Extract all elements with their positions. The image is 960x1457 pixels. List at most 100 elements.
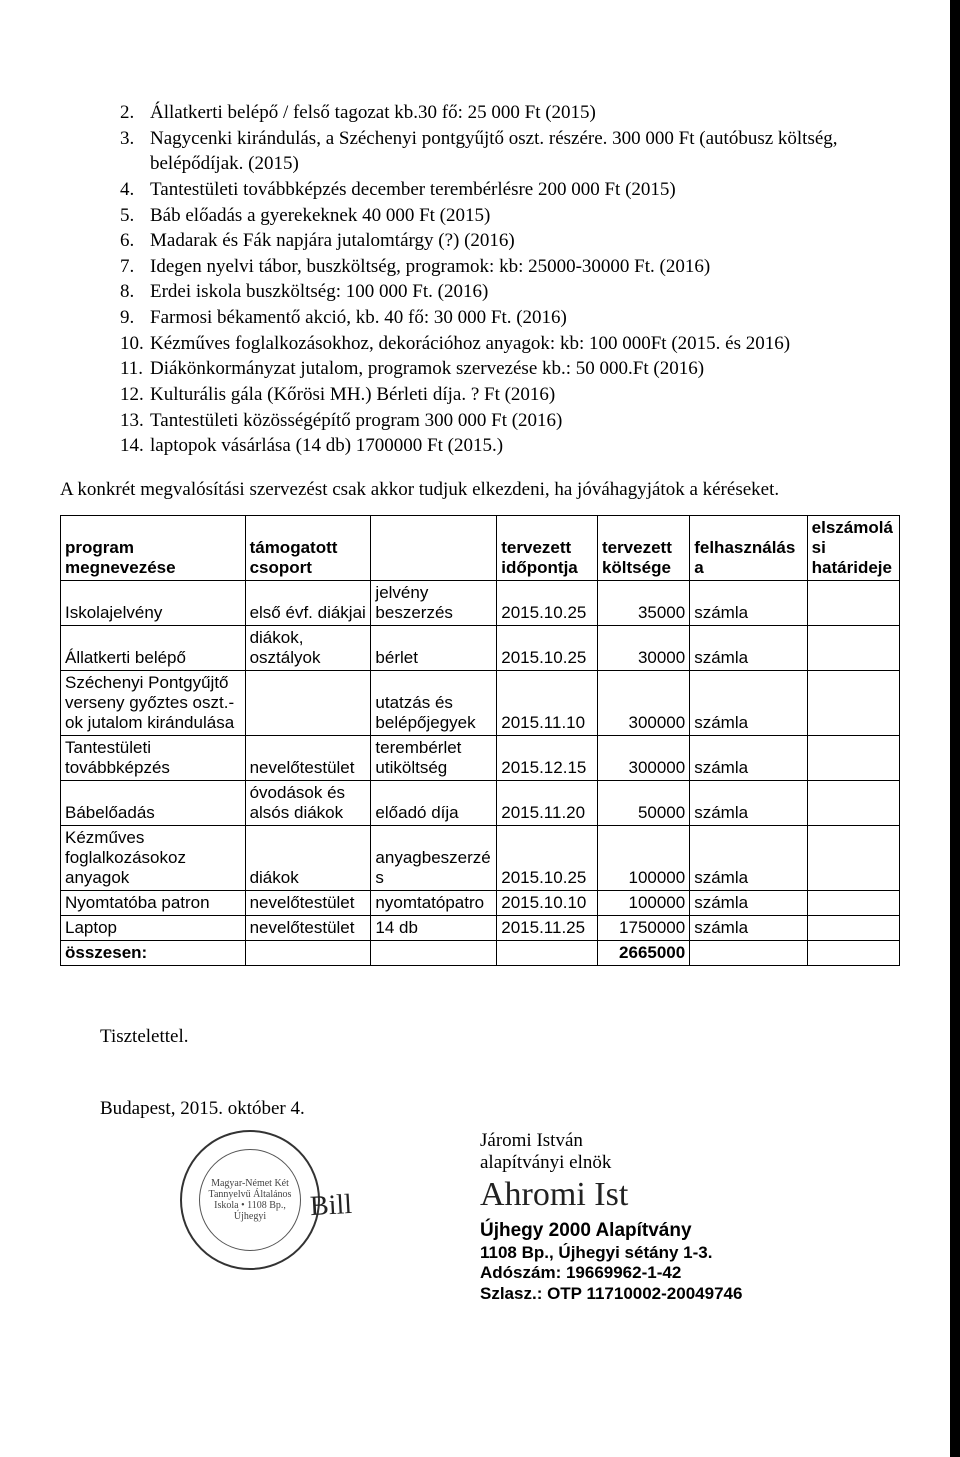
table-cell: Iskolajelvény (61, 580, 246, 625)
org-line-0: Újhegy 2000 Alapítvány (480, 1220, 900, 1243)
table-row: Tantestületi továbbképzésnevelőtestülett… (61, 735, 900, 780)
table-cell: Állatkerti belépő (61, 625, 246, 670)
list-item-text: Nagycenki kirándulás, a Széchenyi pontgy… (150, 126, 900, 177)
table-cell: 2015.10.25 (497, 580, 598, 625)
table-cell (807, 780, 899, 825)
list-item-number: 8. (120, 279, 150, 305)
table-cell: 2015.12.15 (497, 735, 598, 780)
list-item: 6.Madarak és Fák napjára jutalomtárgy (?… (120, 228, 900, 254)
list-item: 10.Kézműves foglalkozásokhoz, dekorációh… (120, 331, 900, 357)
table-cell: nevelőtestület (245, 735, 371, 780)
table-cell: anyagbeszerzés (371, 825, 497, 890)
list-item: 11.Diákönkormányzat jutalom, programok s… (120, 356, 900, 382)
stamp-text: Magyar-Német Két Tannyelvű Általános Isk… (200, 1178, 300, 1222)
table-cell: Nyomtatóba patron (61, 890, 246, 915)
table-body: Iskolajelvényelső évf. diákjaijelvény be… (61, 580, 900, 965)
table-cell: számla (690, 580, 807, 625)
list-item-number: 14. (120, 433, 150, 459)
table-cell: 2015.11.20 (497, 780, 598, 825)
org-line-2: Adószám: 19669962-1-42 (480, 1263, 900, 1283)
table-cell: 100000 (597, 825, 689, 890)
table-row: Nyomtatóba patronnevelőtestületnyomtatóp… (61, 890, 900, 915)
paragraph: A konkrét megvalósítási szervezést csak … (60, 479, 900, 501)
stamp-inner: Magyar-Német Két Tannyelvű Általános Isk… (199, 1149, 301, 1251)
list-item-number: 12. (120, 382, 150, 408)
list-item-number: 13. (120, 408, 150, 434)
table-cell: óvodások és alsós diákok (245, 780, 371, 825)
table-header-cell: felhasználása (690, 515, 807, 580)
table-cell: számla (690, 670, 807, 735)
table-cell: 1750000 (597, 915, 689, 940)
table-cell: előadó díja (371, 780, 497, 825)
list-item-text: Tantestületi továbbképzés december terem… (150, 177, 900, 203)
list-item-number: 10. (120, 331, 150, 357)
list-item: 7.Idegen nyelvi tábor, buszköltség, prog… (120, 254, 900, 280)
list-item-number: 6. (120, 228, 150, 254)
table-cell (371, 940, 497, 965)
table-cell: diákok, osztályok (245, 625, 371, 670)
list-item-text: Erdei iskola buszköltség: 100 000 Ft. (2… (150, 279, 900, 305)
table-row: összesen:2665000 (61, 940, 900, 965)
signer-role: alapítványi elnök (480, 1152, 900, 1174)
table-cell (807, 940, 899, 965)
table-cell: 300000 (597, 735, 689, 780)
table-row: Állatkerti belépődiákok, osztályokbérlet… (61, 625, 900, 670)
table-cell: számla (690, 915, 807, 940)
list-item-number: 5. (120, 203, 150, 229)
list-item-text: Madarak és Fák napjára jutalomtárgy (?) … (150, 228, 900, 254)
scan-edge-shadow (950, 0, 960, 1457)
table-row: Laptopnevelőtestület14 db2015.11.2517500… (61, 915, 900, 940)
budget-table: program megnevezésetámogatott csoportter… (60, 515, 900, 966)
table-header-cell: program megnevezése (61, 515, 246, 580)
table-cell: számla (690, 735, 807, 780)
table-cell: összesen: (61, 940, 246, 965)
list-item-number: 2. (120, 100, 150, 126)
table-cell: 2015.10.10 (497, 890, 598, 915)
table-cell: 30000 (597, 625, 689, 670)
list-item: 14.laptopok vásárlása (14 db) 1700000 Ft… (120, 433, 900, 459)
table-cell (807, 735, 899, 780)
table-cell (690, 940, 807, 965)
table-cell (807, 915, 899, 940)
table-cell (245, 670, 371, 735)
org-line-1: 1108 Bp., Újhegyi sétány 1-3. (480, 1243, 900, 1263)
table-cell: bérlet (371, 625, 497, 670)
list-item-number: 11. (120, 356, 150, 382)
list-item-text: Kulturális gála (Kőrösi MH.) Bérleti díj… (150, 382, 900, 408)
table-cell: Széchenyi Pontgyűjtő verseny győztes osz… (61, 670, 246, 735)
table-cell (807, 890, 899, 915)
table-cell: 2015.11.10 (497, 670, 598, 735)
table-cell: nevelőtestület (245, 915, 371, 940)
stamp-column: Magyar-Német Két Tannyelvű Általános Isk… (60, 1130, 480, 1290)
table-cell: számla (690, 825, 807, 890)
signature-scribble-left: Bill (309, 1189, 353, 1223)
list-item-text: laptopok vásárlása (14 db) 1700000 Ft (2… (150, 433, 900, 459)
table-cell: Tantestületi továbbképzés (61, 735, 246, 780)
signer-name: Járomi István (480, 1130, 900, 1152)
signature-scribble-right: Ahromi Ist (480, 1176, 900, 1214)
list-item-text: Farmosi békamentő akció, kb. 40 fő: 30 0… (150, 305, 900, 331)
table-cell: Bábelőadás (61, 780, 246, 825)
table-cell (497, 940, 598, 965)
table-cell (807, 670, 899, 735)
table-cell: diákok (245, 825, 371, 890)
table-cell: Kézműves foglalkozásokoz anyagok (61, 825, 246, 890)
table-header-cell: tervezett időpontja (497, 515, 598, 580)
table-cell: 50000 (597, 780, 689, 825)
table-cell: 35000 (597, 580, 689, 625)
table-row: Széchenyi Pontgyűjtő verseny győztes osz… (61, 670, 900, 735)
table-cell: jelvény beszerzés (371, 580, 497, 625)
table-cell (807, 580, 899, 625)
date-text: Budapest, 2015. október 4. (100, 1098, 900, 1120)
list-item: 5.Báb előadás a gyerekeknek 40 000 Ft (2… (120, 203, 900, 229)
list-item-number: 7. (120, 254, 150, 280)
table-cell: számla (690, 780, 807, 825)
list-item-text: Diákönkormányzat jutalom, programok szer… (150, 356, 900, 382)
round-stamp: Magyar-Német Két Tannyelvű Általános Isk… (180, 1130, 320, 1270)
table-row: Bábelőadásóvodások és alsós diákokelőadó… (61, 780, 900, 825)
table-cell: számla (690, 890, 807, 915)
numbered-list: 2.Állatkerti belépő / felső tagozat kb.3… (120, 100, 900, 459)
table-cell: 100000 (597, 890, 689, 915)
list-item-text: Kézműves foglalkozásokhoz, dekorációhoz … (150, 331, 900, 357)
table-cell: Laptop (61, 915, 246, 940)
